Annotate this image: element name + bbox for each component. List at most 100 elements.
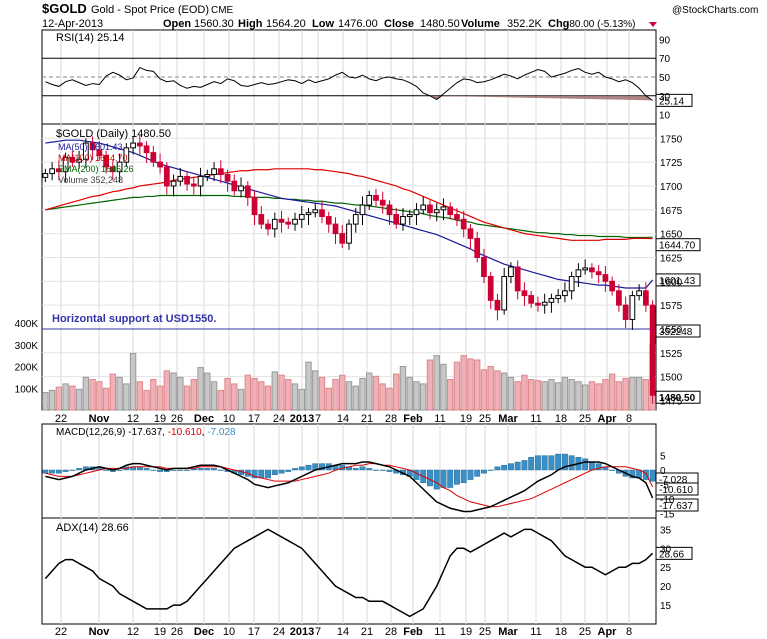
x-tick-label-bottom: 19 (154, 626, 166, 638)
macd-histogram-bar (480, 469, 487, 474)
chart-date: 12-Apr-2013 (42, 18, 103, 30)
volume-bar (615, 381, 623, 411)
macd-histogram-bar (143, 468, 150, 471)
macd-histogram-bar (555, 453, 562, 471)
candle-body (116, 161, 123, 173)
x-tick-label-bottom: 12 (127, 626, 139, 638)
macd-histogram-bar (649, 469, 656, 482)
volume-bar (447, 379, 454, 411)
chart-symbol: $GOLD (42, 1, 87, 16)
macd-histogram-bar (251, 469, 258, 479)
volume-bar (163, 370, 171, 411)
x-tick-label-top: 17 (248, 413, 260, 425)
rsi-tick-label: 10 (659, 111, 671, 122)
volume-bar (82, 376, 90, 411)
volume-bar (197, 367, 204, 411)
price-tick-label: 1750 (660, 134, 683, 145)
candle-body (103, 154, 109, 168)
candle-body (406, 214, 413, 217)
x-tick-label-top: 21 (361, 413, 373, 425)
rsi-legend: RSI(14) 25.14 (56, 32, 124, 44)
macd-histogram-bar (629, 469, 636, 479)
volume-bar (339, 374, 346, 411)
candle-body (427, 204, 433, 214)
candle-body (609, 280, 616, 292)
ohlc-open-label: Open (163, 18, 191, 30)
macd-histogram-bar (55, 469, 62, 474)
volume-tag-value: 352248 (659, 327, 693, 338)
volume-bar (204, 372, 211, 411)
candle-body (420, 204, 427, 211)
candle-body (312, 209, 319, 214)
macd-histogram-bar (298, 466, 305, 471)
volume-bar (190, 379, 198, 411)
volume-bar (312, 370, 319, 411)
candle-body (629, 295, 636, 320)
x-tick-label-top: Feb (403, 413, 423, 425)
candle-body (190, 183, 197, 187)
x-tick-label-top: 22 (55, 413, 67, 425)
macd-histogram-bar (211, 468, 218, 471)
macd-tag-value: -10.610 (659, 485, 693, 496)
macd-histogram-bar (278, 469, 285, 474)
ohlc-close: 1480.50 (420, 18, 460, 30)
x-tick-label-bottom: 8 (626, 626, 632, 638)
macd-histogram-bar (440, 469, 447, 488)
volume-bar (251, 377, 258, 411)
volume-bar (359, 377, 366, 411)
candle-body (265, 223, 271, 230)
volume-bar (345, 381, 353, 411)
ma100-tag-value: 1644.70 (659, 241, 696, 252)
x-tick-label-bottom: 21 (361, 626, 373, 638)
candle-body (352, 214, 359, 225)
x-tick-label-top: 11 (530, 413, 541, 425)
candle-body (589, 267, 595, 273)
volume-bar (278, 374, 285, 411)
volume-bar (123, 383, 130, 411)
volume-bar (494, 370, 501, 411)
volume-bar (210, 381, 218, 411)
volume-bar (588, 381, 596, 411)
volume-bar (352, 385, 359, 411)
candle-body (643, 290, 649, 306)
macd-tick-label: 5 (660, 452, 666, 463)
volume-bar (635, 376, 643, 411)
x-tick-label-top: 7 (315, 413, 321, 425)
candle-body (96, 149, 103, 156)
price-tick-label: 1700 (660, 182, 683, 193)
price-layer: 1644.70 1601.43 352248 1480.50 (42, 134, 701, 404)
candle-body (487, 276, 494, 301)
macd-histogram-bar (42, 469, 49, 474)
candle-body (636, 290, 642, 297)
volume-bar (96, 381, 103, 411)
candle-body (474, 237, 481, 258)
volume-bar (271, 371, 278, 411)
macd-histogram-bar (116, 469, 123, 471)
volume-bar (581, 384, 589, 411)
candle-body (278, 218, 285, 223)
macd-histogram-bar (379, 469, 386, 471)
adx-last-tag (655, 546, 693, 560)
adx-tick-label: 30 (660, 544, 672, 555)
x-tick-label-bottom: Nov (89, 626, 111, 638)
rsi-tick-label: 70 (659, 54, 671, 65)
volume-bar (473, 359, 481, 411)
candle-body (433, 209, 440, 214)
volume-bar (487, 366, 494, 411)
macd-signal-line (45, 463, 654, 508)
support-annotation: Horizontal support at USD1550. (52, 313, 216, 325)
candle-body (440, 206, 447, 211)
price-tick-label: 1550 (660, 325, 683, 336)
macd-histogram-bar (494, 466, 501, 471)
volume-bar (595, 383, 602, 411)
x-tick-label-top: 2013 (290, 413, 314, 425)
ma100-tag-box (655, 238, 701, 252)
volume-bar (453, 361, 461, 411)
price-tick-label: 1500 (660, 373, 683, 384)
x-tick-label-bottom: Dec (194, 626, 214, 638)
macd-histogram-bar (386, 469, 393, 472)
volume-bar (433, 355, 440, 411)
x-tick-label-bottom: Feb (403, 626, 423, 638)
price-tick-label: 1625 (660, 253, 683, 264)
candle-body (157, 161, 163, 168)
